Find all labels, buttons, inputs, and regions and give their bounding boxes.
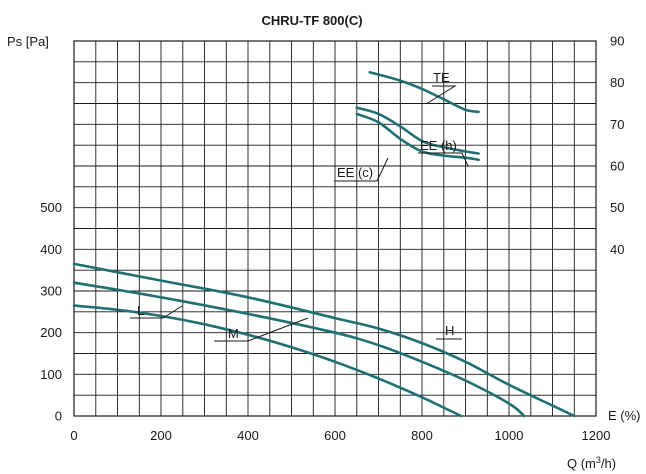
leader-line-te — [425, 85, 457, 105]
curve-label-ee-h: EE (h) — [420, 138, 457, 153]
leader-line-ee-h — [418, 152, 469, 167]
x-axis-label: Q (m3/h) — [567, 455, 616, 471]
y-tick-label: 300 — [40, 284, 62, 299]
curve-label-te: TE — [433, 70, 450, 85]
curve-m — [72, 281, 526, 418]
leader-line-m — [214, 317, 309, 342]
curve-label-l: L — [137, 303, 144, 318]
y2-axis-label: E (%) — [608, 408, 641, 423]
y-tick-label: 400 — [40, 242, 62, 257]
x-tick-label: 0 — [70, 428, 77, 443]
y2-tick-label: 80 — [610, 75, 624, 90]
curve-ee-h — [355, 106, 480, 155]
y2-tick-label: 50 — [610, 200, 624, 215]
curve-label-m: M — [228, 326, 239, 341]
x-tick-label: 1200 — [582, 428, 611, 443]
chart-title: CHRU-TF 800(C) — [261, 13, 362, 28]
y-tick-label: 500 — [40, 200, 62, 215]
y2-tick-label: 90 — [610, 34, 624, 49]
curve-ee-c — [355, 112, 480, 162]
curve-h — [72, 262, 576, 418]
y2-tick-label: 70 — [610, 117, 624, 132]
x-tick-label: 1000 — [495, 428, 524, 443]
y2-tick-label: 60 — [610, 159, 624, 174]
y-axis-label: Ps [Pa] — [7, 34, 49, 49]
leader-line-l — [130, 305, 183, 319]
curve-label-ee-c: EE (c) — [337, 165, 373, 180]
leader-line-ee-c — [334, 157, 389, 182]
y-tick-label: 0 — [55, 409, 62, 424]
y-tick-label: 200 — [40, 325, 62, 340]
x-tick-labels: 0 200 400 600 800 1000 1200 — [70, 428, 610, 443]
plot-frame — [73, 40, 597, 417]
x-tick-label: 600 — [324, 428, 346, 443]
curves — [72, 71, 576, 418]
x-tick-label: 200 — [150, 428, 172, 443]
y2-tick-label: 40 — [610, 242, 624, 257]
x-tick-label: 800 — [411, 428, 433, 443]
curve-l — [72, 304, 463, 418]
y-tick-label: 100 — [40, 367, 62, 382]
grid — [74, 41, 596, 416]
y2-tick-labels: 40 50 60 70 80 90 — [610, 34, 624, 257]
y-tick-labels: 0 100 200 300 400 500 — [40, 200, 62, 423]
curve-te — [368, 71, 480, 114]
x-tick-label: 400 — [237, 428, 259, 443]
curve-label-h: H — [445, 323, 454, 338]
